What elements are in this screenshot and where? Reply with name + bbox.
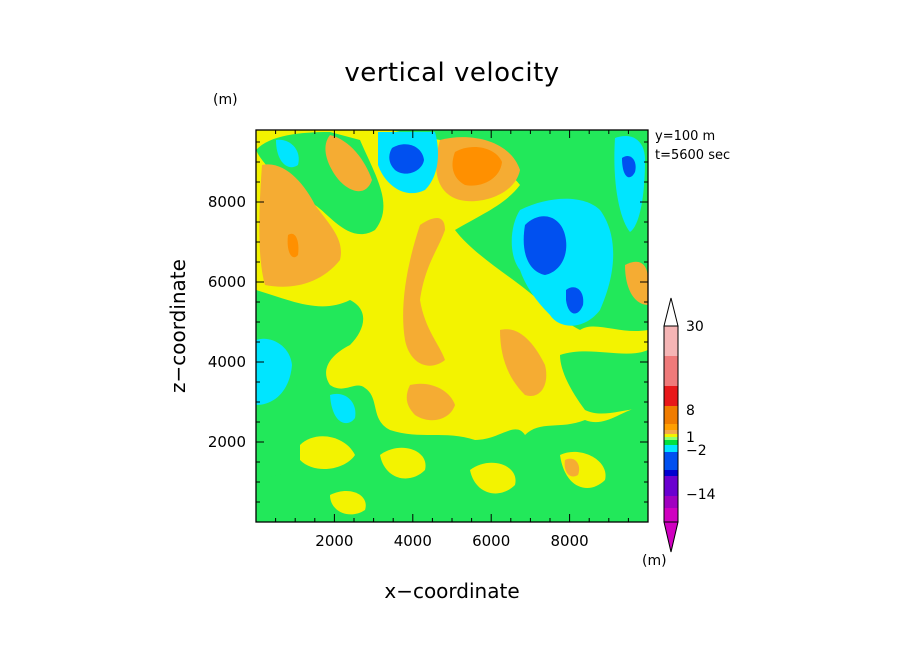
x-tick-label: 6000 (472, 532, 510, 550)
contour-region (287, 233, 299, 258)
y-tick-label: 6000 (208, 273, 246, 291)
colorbar-frame (663, 325, 679, 523)
colorbar-segment (664, 424, 678, 430)
colorbar-segment (664, 356, 678, 386)
colorbar-segment (664, 434, 678, 437)
contour-region (614, 136, 645, 232)
contour-region (622, 155, 636, 178)
colorbar-segment (664, 476, 678, 496)
x-tick-label: 8000 (551, 532, 589, 550)
y-tick-label: 4000 (208, 353, 246, 371)
x-tick-label: 4000 (394, 532, 432, 550)
axis-tick-labels: 2000 4000 6000 8000 2000 4000 6000 8000 (208, 193, 589, 550)
contour-region (300, 436, 355, 470)
y-axis-label: z−coordinate (166, 259, 190, 393)
colorbar-label: −14 (686, 487, 716, 503)
contour-region (325, 135, 372, 192)
contour-region (500, 329, 547, 396)
chart-title: vertical velocity (344, 58, 560, 88)
contour-region (256, 290, 648, 522)
contour-region (259, 164, 341, 287)
contour-region (560, 350, 648, 414)
colorbar-segment (664, 508, 678, 522)
colorbar-unit: (m) (642, 553, 667, 569)
colorbar-label: 8 (686, 403, 695, 419)
contour-region (380, 447, 426, 479)
y-tick-label: 8000 (208, 193, 246, 211)
y-tick-label: 2000 (208, 433, 246, 451)
x-tick-label: 2000 (315, 532, 353, 550)
colorbar-segment (664, 386, 678, 406)
colorbar-label: 30 (686, 319, 704, 335)
annotation-time: t=5600 sec (655, 148, 731, 163)
colorbar-segment (664, 496, 678, 508)
contour-region (330, 393, 356, 424)
y-axis-unit: (m) (213, 92, 238, 108)
colorbar-segment (664, 437, 678, 440)
colorbar-segment (664, 430, 678, 434)
contour-region (564, 458, 580, 477)
contour-region (470, 462, 516, 494)
colorbar-segment (664, 440, 678, 445)
colorbar-label: 1 (686, 430, 695, 446)
contour-region (452, 146, 502, 186)
contour-region (330, 490, 366, 515)
colorbar-bottom-arrow (663, 521, 679, 553)
colorbar: 30 8 1−2 −14 (663, 297, 716, 553)
colorbar-top-arrow (663, 297, 679, 327)
contour-region (256, 382, 350, 480)
colorbar-segment (664, 470, 678, 476)
contour-region (389, 144, 424, 174)
annotation-y: y=100 m (655, 129, 716, 144)
colorbar-segment (664, 406, 678, 424)
colorbar-label: −2 (686, 443, 707, 459)
contour-region (406, 383, 455, 421)
contour-field (256, 130, 648, 522)
colorbar-segment (664, 326, 678, 356)
x-axis-label: x−coordinate (384, 579, 520, 603)
axis-ticks (256, 130, 648, 522)
colorbar-segment (664, 452, 678, 470)
contour-region (523, 216, 567, 275)
colorbar-segment (664, 445, 678, 452)
contour-region (566, 287, 584, 314)
contour-region (625, 261, 648, 305)
contour-region (256, 338, 292, 405)
contour-region (276, 139, 299, 168)
contour-region (403, 218, 445, 366)
